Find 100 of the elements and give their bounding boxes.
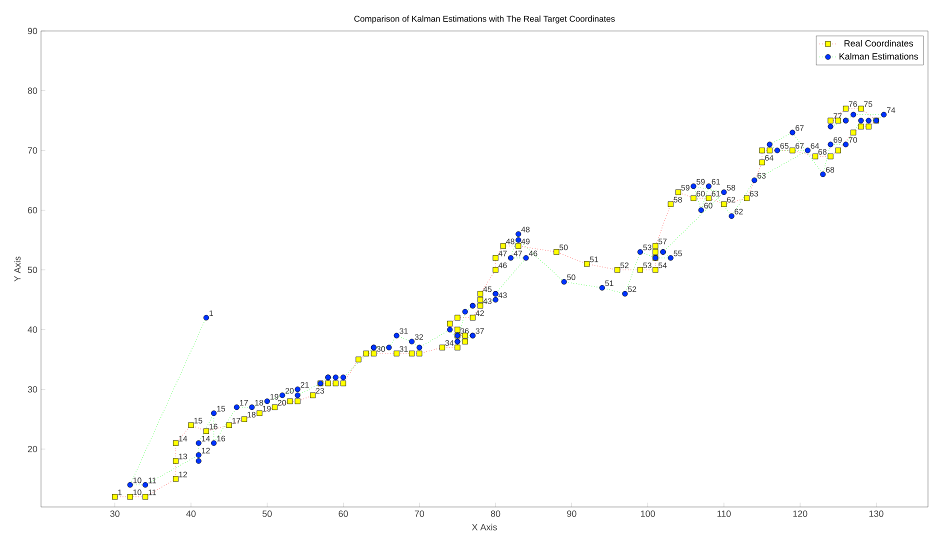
annotation: 61 <box>712 190 720 197</box>
y-tick-label: 40 <box>28 326 38 333</box>
annotation: 1 <box>210 310 213 316</box>
annotation: 15 <box>217 406 226 412</box>
annotation: 12 <box>179 472 187 478</box>
x-axis-title: X Axis <box>472 524 497 530</box>
annotation: 67 <box>796 143 804 149</box>
annotation: 47 <box>514 250 522 256</box>
annotation: 59 <box>681 184 690 191</box>
annotation: 14 <box>202 436 210 442</box>
annotation: 46 <box>498 262 507 268</box>
x-tick-label: 120 <box>793 510 808 517</box>
annotation: 53 <box>643 262 652 268</box>
annotation: 45 <box>483 286 492 292</box>
annotation: 62 <box>727 196 736 202</box>
annotation: 48 <box>506 238 514 244</box>
annotation: 16 <box>210 424 218 430</box>
x-tick-label: 130 <box>869 510 884 517</box>
annotation: 74 <box>886 107 896 113</box>
x-tick-label: 100 <box>641 510 655 517</box>
annotation: 60 <box>704 202 712 208</box>
annotation: 54 <box>658 262 667 268</box>
annotation: 63 <box>750 190 758 197</box>
annotation: 57 <box>658 238 667 244</box>
chart-title: Comparison of Kalman Estimations with The Real Target Coordinates <box>354 16 615 24</box>
annotation: 50 <box>567 274 576 280</box>
annotation: 69 <box>834 137 842 143</box>
annotation: 62 <box>734 208 743 214</box>
annotation: 48 <box>521 226 530 232</box>
annotation: 58 <box>726 184 736 191</box>
annotation: 47 <box>498 250 507 256</box>
annotation: 1 <box>118 490 122 496</box>
annotation: 19 <box>270 394 278 400</box>
annotation: 46 <box>528 250 538 256</box>
annotation: 30 <box>376 346 386 352</box>
annotation: 43 <box>483 298 492 304</box>
annotation: 21 <box>300 382 309 388</box>
annotation: 43 <box>498 292 507 298</box>
annotation: 51 <box>605 280 614 286</box>
y-tick-label: 90 <box>28 28 38 34</box>
x-tick-label: 80 <box>490 510 500 517</box>
x-tick-label: 90 <box>567 510 576 517</box>
y-tick-label: 30 <box>28 386 38 393</box>
annotation: 10 <box>133 478 142 484</box>
x-tick-label: 60 <box>338 510 348 517</box>
annotation: 34 <box>445 340 454 346</box>
annotation: 60 <box>696 190 705 197</box>
annotation: 64 <box>810 143 820 149</box>
annotation: 67 <box>796 125 804 131</box>
annotation: 18 <box>255 400 264 406</box>
annotation: 17 <box>232 418 240 424</box>
annotation: 63 <box>758 172 766 179</box>
annotation: 13 <box>179 454 188 460</box>
annotation: 14 <box>179 436 188 442</box>
annotation: 32 <box>414 334 423 340</box>
annotation: 11 <box>148 478 156 484</box>
legend-label: Kalman Estimations <box>840 52 918 60</box>
annotation: 70 <box>848 137 858 143</box>
y-axis-title: Y Axis <box>14 256 21 282</box>
annotation: 76 <box>848 101 858 107</box>
annotation: 51 <box>590 256 598 262</box>
x-tick-label: 40 <box>186 510 196 517</box>
y-tick-label: 60 <box>28 206 38 214</box>
x-tick-label: 30 <box>110 510 120 517</box>
annotation: 49 <box>521 238 530 244</box>
annotation: 68 <box>818 149 827 155</box>
annotation: 20 <box>285 388 294 394</box>
x-tick-label: 70 <box>414 510 424 517</box>
annotation: 59 <box>696 178 705 185</box>
annotation: 18 <box>248 412 256 418</box>
annotation: 15 <box>194 418 202 424</box>
annotation: 58 <box>674 196 682 202</box>
annotation: 53 <box>643 244 652 250</box>
annotation: 64 <box>765 155 774 161</box>
annotation: 52 <box>628 286 636 292</box>
annotation: 61 <box>712 178 720 185</box>
annotation: 20 <box>278 400 286 406</box>
annotation: 23 <box>316 388 324 394</box>
annotation: 31 <box>400 328 408 334</box>
y-tick-label: 20 <box>28 446 38 452</box>
annotation: 10 <box>133 489 142 496</box>
y-tick-label: 80 <box>28 88 38 94</box>
annotation: 52 <box>620 262 629 268</box>
annotation: 65 <box>780 143 789 149</box>
annotation: 55 <box>674 250 682 256</box>
annotation: 75 <box>864 101 872 107</box>
annotation: 42 <box>476 310 484 316</box>
annotation: 31 <box>400 346 408 352</box>
legend-label: Real Coordinates <box>844 40 914 47</box>
x-tick-label: 50 <box>262 510 272 517</box>
annotation: 50 <box>559 244 568 250</box>
y-tick-label: 70 <box>28 147 38 154</box>
x-tick-label: 110 <box>717 510 731 517</box>
annotation: 19 <box>262 406 271 412</box>
annotation: 37 <box>476 328 484 334</box>
annotation: 12 <box>202 448 210 454</box>
annotation: 17 <box>240 400 248 406</box>
annotation: 68 <box>826 166 834 173</box>
annotation: 16 <box>217 436 226 442</box>
annotation: 11 <box>148 490 156 496</box>
